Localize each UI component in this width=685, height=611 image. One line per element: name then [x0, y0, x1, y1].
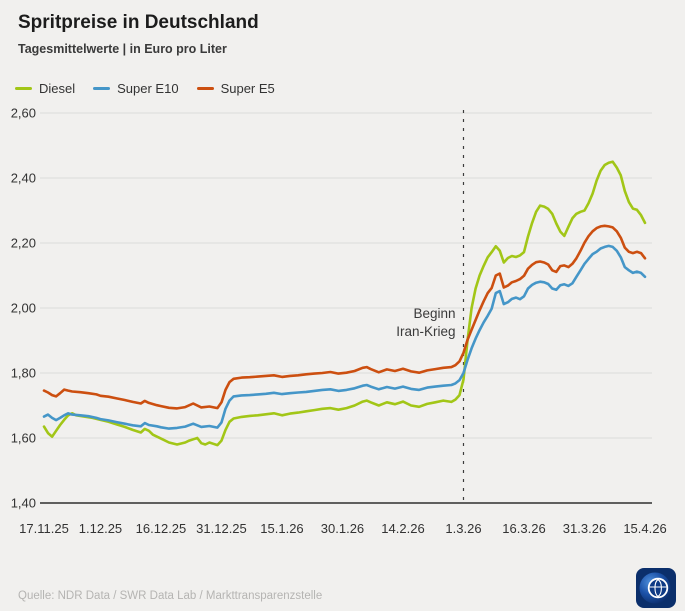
chart-legend: Diesel Super E10 Super E5	[15, 81, 293, 96]
source-credit: Quelle: NDR Data / SWR Data Lab / Marktt…	[18, 590, 323, 602]
y-tick-label: 1,60	[11, 431, 36, 446]
legend-item-super-e10: Super E10	[93, 81, 179, 96]
series-line-super-e5	[42, 224, 647, 410]
y-tick-label: 1,40	[11, 496, 36, 511]
x-tick-label: 15.1.26	[260, 521, 303, 536]
series-line-diesel	[42, 160, 647, 447]
y-tick-label: 2,00	[11, 301, 36, 316]
x-tick-label: 15.4.26	[623, 521, 666, 536]
series-line-super-e10	[42, 244, 647, 430]
legend-item-diesel: Diesel	[15, 81, 75, 96]
super-e10-line-swatch-icon	[93, 86, 111, 91]
x-tick-label: 16.12.25	[136, 521, 187, 536]
legend-label: Diesel	[39, 81, 76, 96]
y-tick-label: 2,60	[11, 106, 36, 121]
event-annotation-label: Iran-Krieg	[396, 324, 455, 339]
x-tick-label: 31.12.25	[196, 521, 247, 536]
x-tick-label: 1.3.26	[445, 521, 481, 536]
legend-item-super-e5: Super E5	[196, 81, 275, 96]
page-title: Spritpreise in Deutschland	[18, 12, 259, 33]
diesel-line-swatch-icon	[15, 86, 32, 91]
y-tick-label: 1,80	[11, 366, 36, 381]
event-annotation-label: Beginn	[413, 306, 455, 321]
tagesschau-logo-icon	[636, 568, 676, 608]
legend-label: Super E5	[220, 81, 275, 96]
y-tick-label: 2,20	[11, 236, 36, 251]
x-tick-label: 14.2.26	[381, 521, 424, 536]
super-e5-line-swatch-icon	[196, 86, 214, 91]
x-tick-label: 16.3.26	[502, 521, 545, 536]
y-tick-label: 2,40	[11, 171, 36, 186]
page-subtitle: Tagesmittelwerte | in Euro pro Liter	[18, 42, 227, 56]
x-tick-label: 30.1.26	[321, 521, 364, 536]
x-tick-label: 1.12.25	[79, 521, 122, 536]
x-tick-label: 31.3.26	[563, 521, 606, 536]
legend-label: Super E10	[117, 81, 179, 96]
x-tick-label: 17.11.25	[19, 521, 69, 536]
